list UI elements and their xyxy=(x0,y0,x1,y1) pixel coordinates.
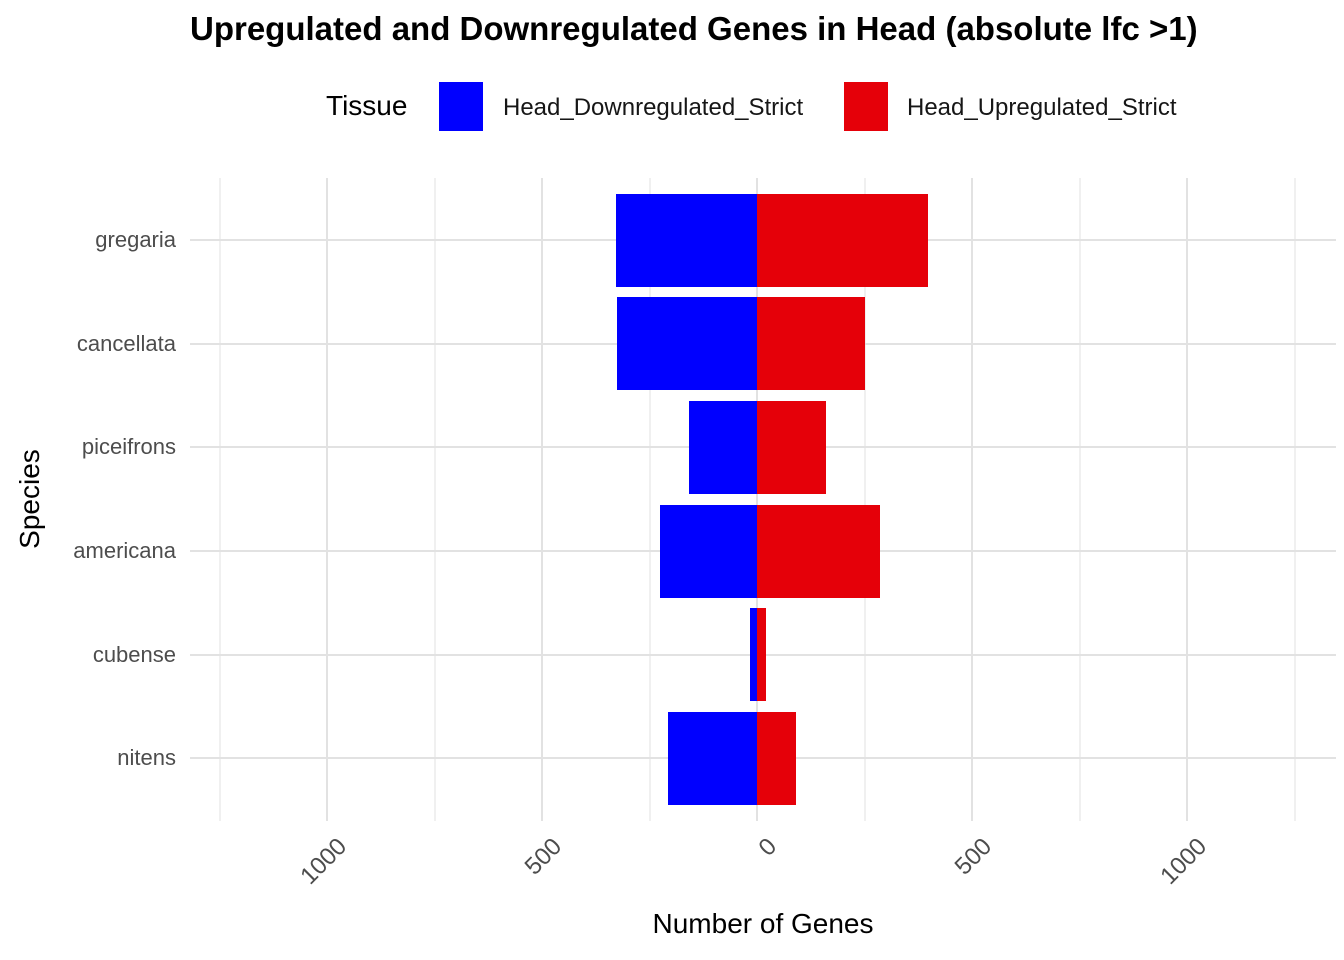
bar-cancellata-downregulated xyxy=(616,297,757,391)
bar-cubense-downregulated xyxy=(749,608,757,702)
gridline-minor-250 xyxy=(864,178,866,821)
x-axis-title: Number of Genes xyxy=(652,908,874,939)
bar-nitens-upregulated xyxy=(757,712,796,805)
bar-americana-downregulated xyxy=(660,504,757,598)
gridline-major-neg1000 xyxy=(326,178,328,821)
bar-nitens-downregulated xyxy=(667,712,757,805)
x-tick-label-neg500: 500 xyxy=(519,833,568,881)
y-tick-label-cubense: cubense xyxy=(92,642,176,667)
gridline-major-1000 xyxy=(1186,178,1188,821)
gridline-minor-neg750 xyxy=(434,178,436,821)
legend-label-upregulated: Head_Upregulated_Strict xyxy=(907,94,1177,121)
bar-gregaria-downregulated xyxy=(615,193,757,287)
y-tick-label-americana: americana xyxy=(73,538,176,563)
y-tick-label-nitens: nitens xyxy=(117,745,176,770)
bar-cubense-upregulated xyxy=(757,608,766,702)
y-tick-label-piceifrons: piceifrons xyxy=(81,434,176,459)
y-axis-title: Species xyxy=(14,449,45,549)
x-tick-label-neg1000: 1000 xyxy=(295,833,353,890)
y-tick-label-gregaria: gregaria xyxy=(95,227,176,252)
bar-cancellata-upregulated xyxy=(757,297,865,391)
gridline-major-neg500 xyxy=(541,178,543,821)
bars-layer xyxy=(190,178,1336,821)
gridline-minor-1250 xyxy=(1294,178,1296,821)
legend-key-downregulated-swatch xyxy=(439,82,483,131)
legend-title: Tissue xyxy=(326,90,408,121)
gridline-major-zero xyxy=(756,178,758,821)
gridline-minor-neg1250 xyxy=(219,178,221,821)
gridline-minor-neg250 xyxy=(649,178,651,821)
bar-americana-upregulated xyxy=(757,504,880,598)
bar-piceifrons-downregulated xyxy=(689,400,757,494)
x-tick-label-1000: 1000 xyxy=(1155,833,1213,890)
y-tick-label-cancellata: cancellata xyxy=(76,331,176,356)
chart-title: Upregulated and Downregulated Genes in H… xyxy=(190,10,1198,47)
legend-label-downregulated: Head_Downregulated_Strict xyxy=(503,94,804,121)
plot-panel xyxy=(190,178,1336,821)
x-tick-label-500: 500 xyxy=(949,833,998,881)
gridline-major-500 xyxy=(971,178,973,821)
legend-key-upregulated-swatch xyxy=(844,82,888,131)
gridline-minor-750 xyxy=(1079,178,1081,821)
bar-piceifrons-upregulated xyxy=(757,400,827,494)
bar-gregaria-upregulated xyxy=(757,193,929,287)
x-tick-label-zero: 0 xyxy=(753,833,783,862)
